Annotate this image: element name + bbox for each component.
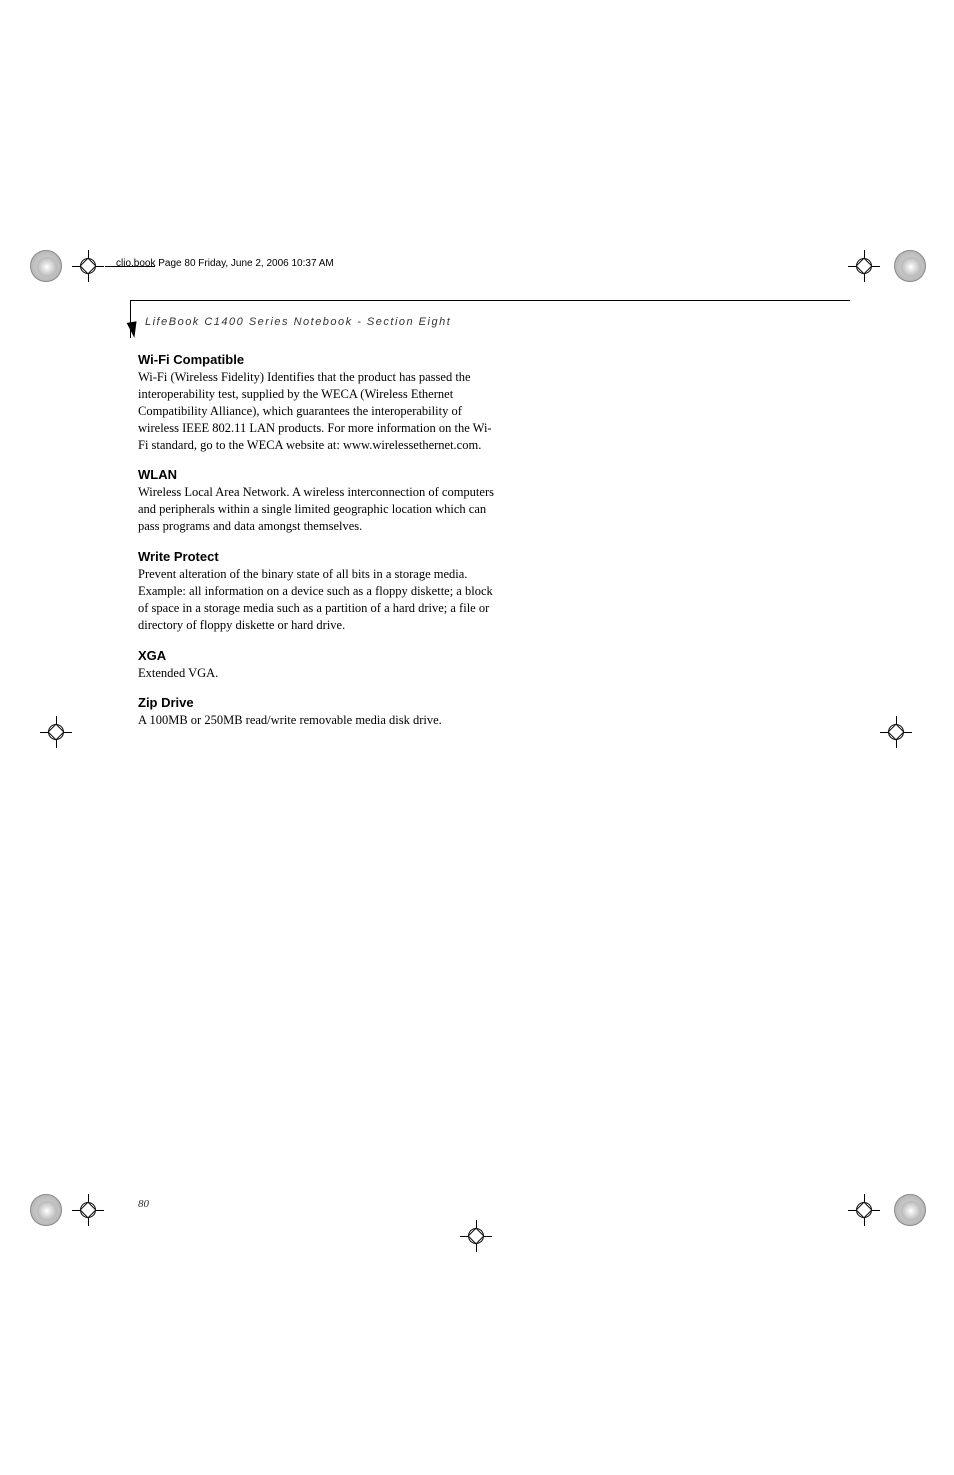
glossary-content: Wi-Fi Compatible Wi-Fi (Wireless Fidelit… bbox=[138, 352, 498, 729]
term-body: Wireless Local Area Network. A wireless … bbox=[138, 484, 498, 535]
content-border-top bbox=[130, 300, 850, 301]
page-number: 80 bbox=[138, 1198, 149, 1210]
term-body: Wi-Fi (Wireless Fidelity) Identifies tha… bbox=[138, 369, 498, 453]
term-heading: Write Protect bbox=[138, 549, 498, 564]
section-title: LifeBook C1400 Series Notebook - Section… bbox=[145, 316, 451, 328]
term-heading: WLAN bbox=[138, 467, 498, 482]
term-heading: Zip Drive bbox=[138, 695, 498, 710]
term-heading: XGA bbox=[138, 648, 498, 663]
term-body: A 100MB or 250MB read/write removable me… bbox=[138, 712, 498, 729]
term-body: Prevent alteration of the binary state o… bbox=[138, 566, 498, 634]
term-heading: Wi-Fi Compatible bbox=[138, 352, 498, 367]
header-book-info: clio.book Page 80 Friday, June 2, 2006 1… bbox=[116, 258, 334, 269]
term-body: Extended VGA. bbox=[138, 665, 498, 682]
triangle-marker-icon bbox=[127, 321, 140, 338]
